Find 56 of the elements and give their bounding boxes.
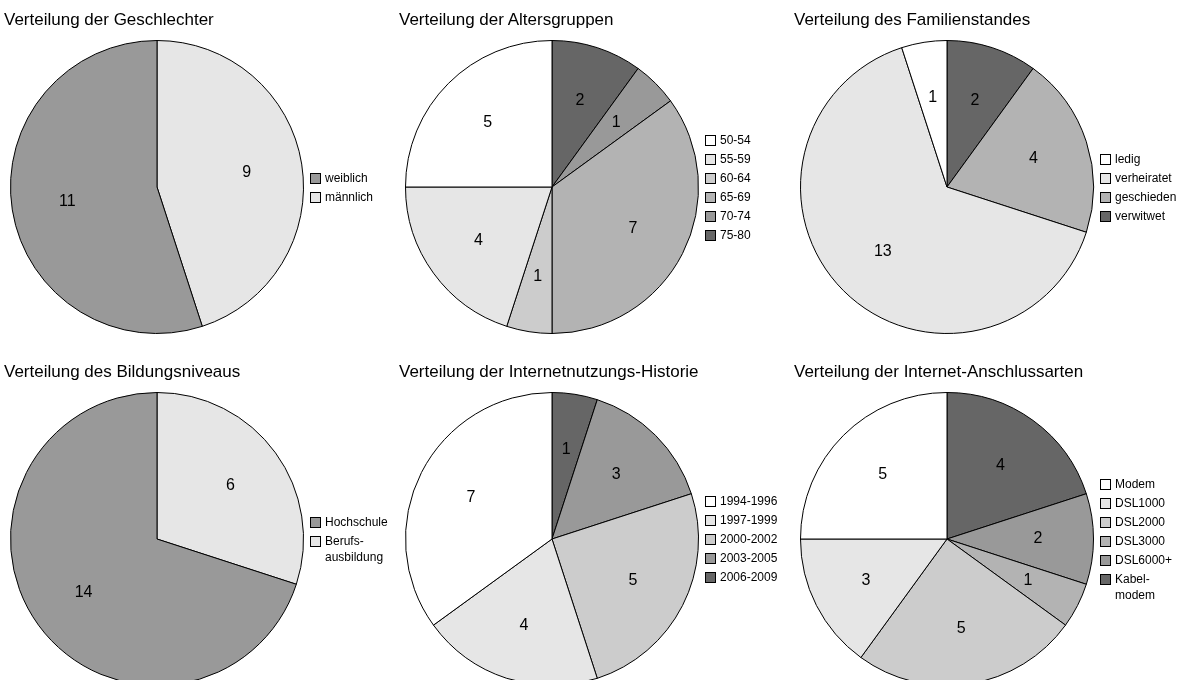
data-label: 5 — [956, 619, 966, 637]
chart-title: Verteilung des Familienstandes — [794, 10, 1031, 30]
legend-label: DSL3000 — [1115, 532, 1166, 549]
legend-label: 55-59 — [720, 150, 751, 167]
chart-title: Verteilung der Internetnutzungs-Historie — [399, 362, 699, 382]
chart-title: Verteilung der Altersgruppen — [399, 10, 614, 30]
data-label: 13 — [873, 241, 892, 259]
legend-label: 1994-1996 — [720, 493, 778, 509]
legend-label: 50-54 — [720, 131, 751, 148]
data-label: 4 — [1028, 149, 1038, 167]
data-label: 4 — [519, 615, 529, 633]
data-label: 4 — [474, 230, 484, 248]
legend-label: Modem — [1115, 475, 1156, 492]
data-label: 7 — [628, 218, 638, 236]
data-label: 1 — [611, 113, 621, 131]
legend-label: 70-74 — [720, 207, 751, 224]
legend-label: Hochschule — [325, 513, 388, 530]
data-label: 1 — [561, 439, 571, 457]
legend-label: 2006-2009 — [720, 569, 778, 585]
legend-label: Kabel-modem — [1115, 570, 1156, 603]
legend-label: männlich — [325, 188, 374, 205]
legend-label: geschieden — [1115, 188, 1177, 205]
legend-label: 2000-2002 — [720, 531, 778, 547]
data-label: 4 — [995, 455, 1005, 473]
legend-label: ledig — [1115, 150, 1141, 167]
data-label: 3 — [611, 465, 621, 483]
data-label: 1 — [533, 267, 543, 285]
data-label: 1 — [1023, 570, 1033, 588]
legend-label: 65-69 — [720, 188, 751, 205]
legend-label: 2003-2005 — [720, 550, 778, 566]
data-label: 11 — [58, 191, 76, 209]
chart-title: Verteilung des Bildungsniveaus — [4, 362, 241, 382]
legend-label: DSL2000 — [1115, 513, 1166, 530]
data-label: 2 — [970, 91, 980, 109]
legend-label: weiblich — [325, 169, 368, 186]
legend-label: 1997-1999 — [720, 512, 778, 528]
data-label: 3 — [861, 570, 871, 588]
data-label: 7 — [466, 488, 476, 506]
legend-label: Berufs-ausbildung — [325, 532, 385, 565]
legend-label: verheiratet — [1115, 169, 1172, 186]
data-label: 5 — [483, 113, 493, 131]
data-label: 5 — [628, 570, 638, 588]
data-label: 2 — [1033, 529, 1043, 547]
data-label: 2 — [575, 91, 585, 109]
legend-label: DSL1000 — [1115, 494, 1166, 511]
data-label: 9 — [242, 163, 252, 181]
chart-title: Verteilung der Internet-Anschlussarten — [794, 362, 1084, 382]
legend-label: verwitwet — [1115, 207, 1166, 224]
legend-label: DSL6000+ — [1115, 551, 1173, 568]
data-label: 6 — [226, 476, 236, 494]
data-label: 5 — [878, 465, 888, 483]
legend-label: 60-64 — [720, 169, 751, 186]
data-label: 14 — [74, 582, 93, 600]
chart-title: Verteilung der Geschlechter — [4, 10, 214, 30]
data-label: 1 — [928, 87, 938, 105]
legend-label: 75-80 — [720, 226, 751, 243]
